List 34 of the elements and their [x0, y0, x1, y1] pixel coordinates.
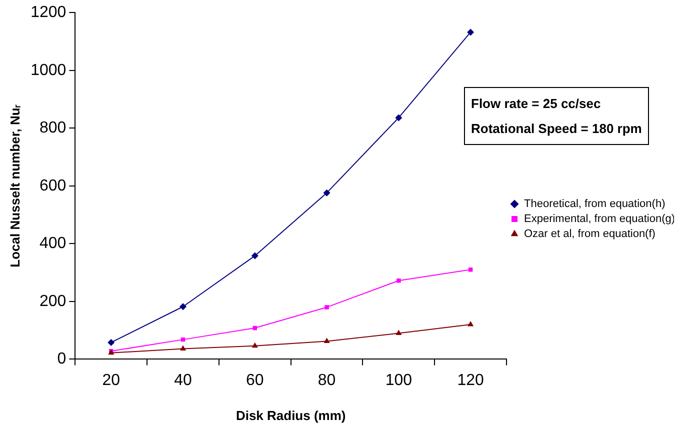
point [395, 114, 402, 122]
x-tick-label: 40 [174, 372, 192, 390]
point [468, 268, 473, 272]
x-axis-title: Disk Radius (mm) [236, 408, 346, 423]
point [252, 342, 258, 348]
y-tick-label: 800 [39, 120, 66, 137]
y-tick-label: 400 [39, 235, 66, 252]
legend-label: Ozar et al, from equation(f) [524, 228, 656, 240]
x-tick-label: 100 [385, 372, 412, 390]
annotation: Rotational Speed = 180 rpm [471, 121, 642, 136]
point [108, 338, 115, 346]
point [396, 330, 402, 335]
point [324, 338, 330, 344]
point [180, 303, 187, 310]
x-tick-label: 80 [318, 372, 336, 390]
x-tick-label: 60 [246, 372, 264, 390]
point [324, 305, 329, 310]
point [396, 278, 401, 283]
y-tick-label: 600 [39, 177, 66, 194]
y-tick-label: 1000 [30, 62, 66, 79]
y-tick-label: 200 [39, 292, 66, 310]
point [323, 189, 330, 196]
y-axis-title: Local Nusselt number, Nuᵣ [7, 104, 22, 268]
point [468, 321, 474, 326]
x-tick-label: 20 [102, 372, 120, 390]
y-tick-label: 1200 [30, 4, 66, 22]
legend-label: Experimental, from equation(g) [524, 213, 676, 226]
x-tick-label: 120 [457, 372, 484, 390]
point [467, 28, 474, 36]
annotation: Flow rate = 25 cc/sec [471, 96, 602, 111]
point [251, 252, 258, 260]
y-tick-label: 0 [57, 350, 66, 368]
legend-label: Theoretical, from equation(h) [524, 198, 666, 210]
point [180, 345, 186, 351]
